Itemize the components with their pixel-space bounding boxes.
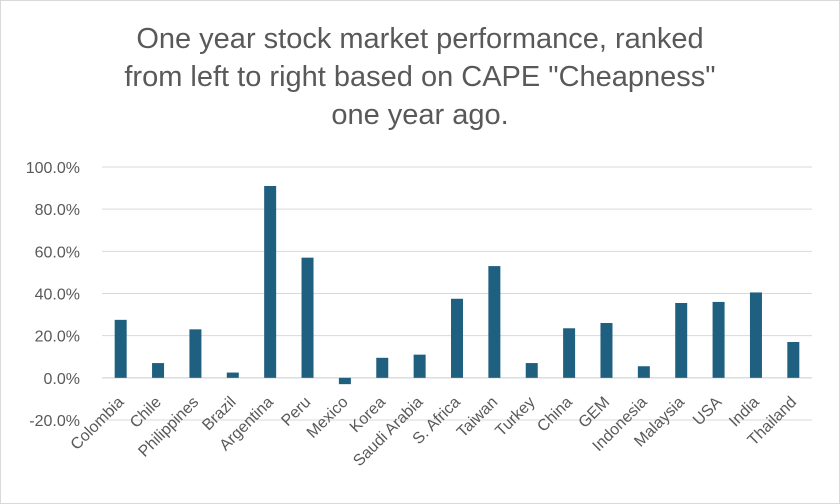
bar [451,298,463,378]
bar [712,301,725,378]
y-tick-label: 80.0% [35,202,80,219]
bar [787,341,800,378]
bar [189,329,202,378]
y-tick-label: 40.0% [35,287,80,304]
chart-title-line-1: One year stock market performance, ranke… [136,23,704,55]
bar [226,372,239,378]
x-tick-label: Turkey [492,394,538,440]
bar [525,363,538,378]
bar [152,363,165,378]
y-tick-label: 60.0% [35,244,80,261]
chart-title: One year stock market performance, ranke… [60,20,780,134]
bar [413,354,426,378]
bar [376,357,389,378]
bar [637,366,650,378]
x-tick-label: Mexico [304,394,352,442]
bar [675,302,688,378]
chart-title-line-3: one year ago. [331,99,509,131]
chart-title-line-2: from left to right based on CAPE "Cheapn… [124,61,716,93]
bar [749,292,762,378]
y-tick-label: 100.0% [26,160,80,177]
y-axis-labels: -20.0% 0.0% 20.0% 40.0% 60.0% 80.0% 100.0% [26,160,80,430]
bar [600,323,613,378]
bar [264,185,277,378]
x-tick-label: USA [690,394,726,430]
bar [488,266,501,378]
y-tick-label: 0.0% [44,371,80,388]
bar [301,257,314,378]
bar [563,328,576,378]
y-tick-label: 20.0% [35,329,80,346]
y-tick-label: -20.0% [29,413,80,430]
gridlines [102,166,812,421]
x-tick-label: Taiwan [454,394,501,441]
bar [338,377,351,385]
x-tick-label: China [534,394,576,436]
bars [114,185,800,385]
bar [114,319,127,378]
